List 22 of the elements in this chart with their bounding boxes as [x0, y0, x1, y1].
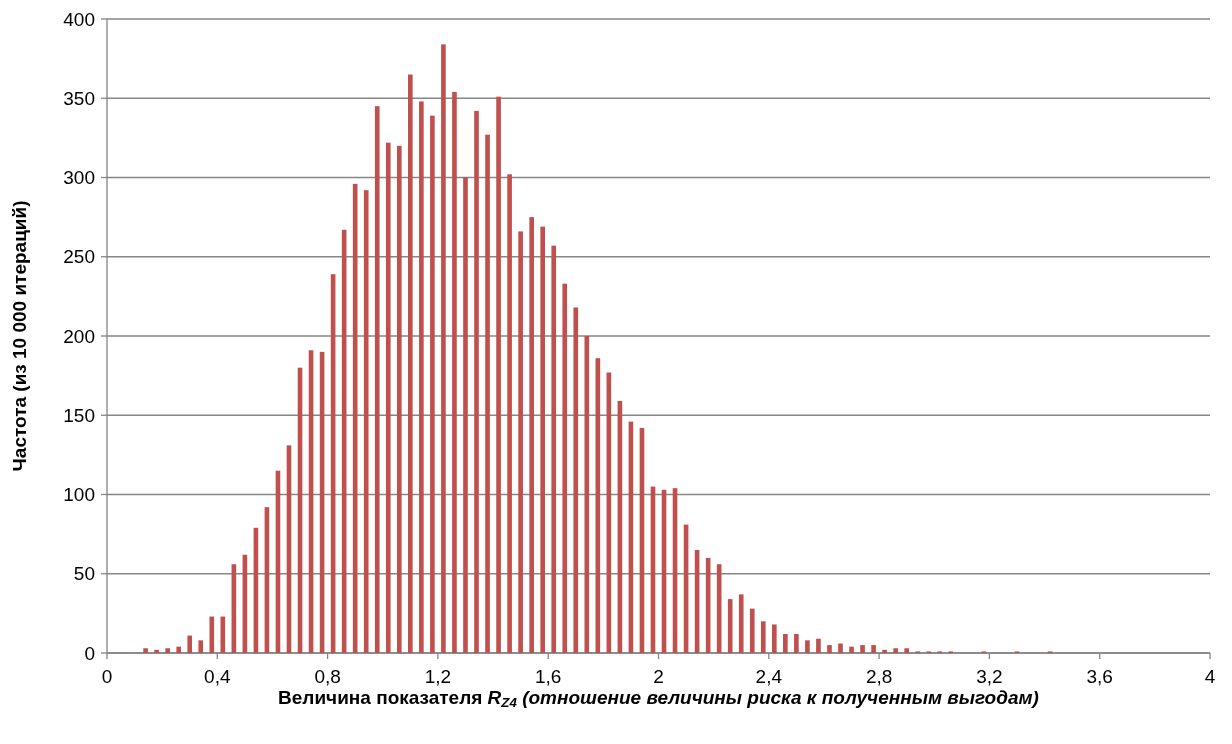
- y-tick-label: 0: [84, 642, 95, 664]
- y-tick-label: 200: [63, 325, 95, 347]
- x-tick-label: 2,8: [865, 666, 893, 687]
- y-tick-label: 400: [63, 8, 95, 30]
- x-axis-title: Величина показателя R$_{Z4}$ (отношение величины риска к полученным выгодам): [278, 687, 1039, 711]
- x-tick-label: 4: [1204, 666, 1216, 687]
- x-tick-label: 3,2: [976, 666, 1003, 687]
- y-axis-title: Частота (из 10 000 итераций): [9, 200, 30, 472]
- y-tick-label: 350: [63, 87, 95, 109]
- x-tick-label: 3,6: [1086, 666, 1113, 687]
- x-tick-label: 0,8: [314, 666, 341, 687]
- x-tick-label: 1,2: [424, 666, 452, 687]
- x-tick-label: 2: [653, 666, 664, 687]
- x-tick-label: 0: [101, 666, 113, 687]
- x-tick-label: 1,6: [534, 666, 562, 687]
- x-tick-label: 0,4: [204, 666, 231, 687]
- y-tick-label: 150: [63, 404, 95, 426]
- y-tick-label: 250: [63, 246, 95, 268]
- y-tick-label: 100: [63, 484, 95, 506]
- y-tick-label: 50: [73, 563, 95, 585]
- x-tick-label: 2,4: [755, 666, 783, 687]
- y-tick-label: 300: [63, 167, 95, 189]
